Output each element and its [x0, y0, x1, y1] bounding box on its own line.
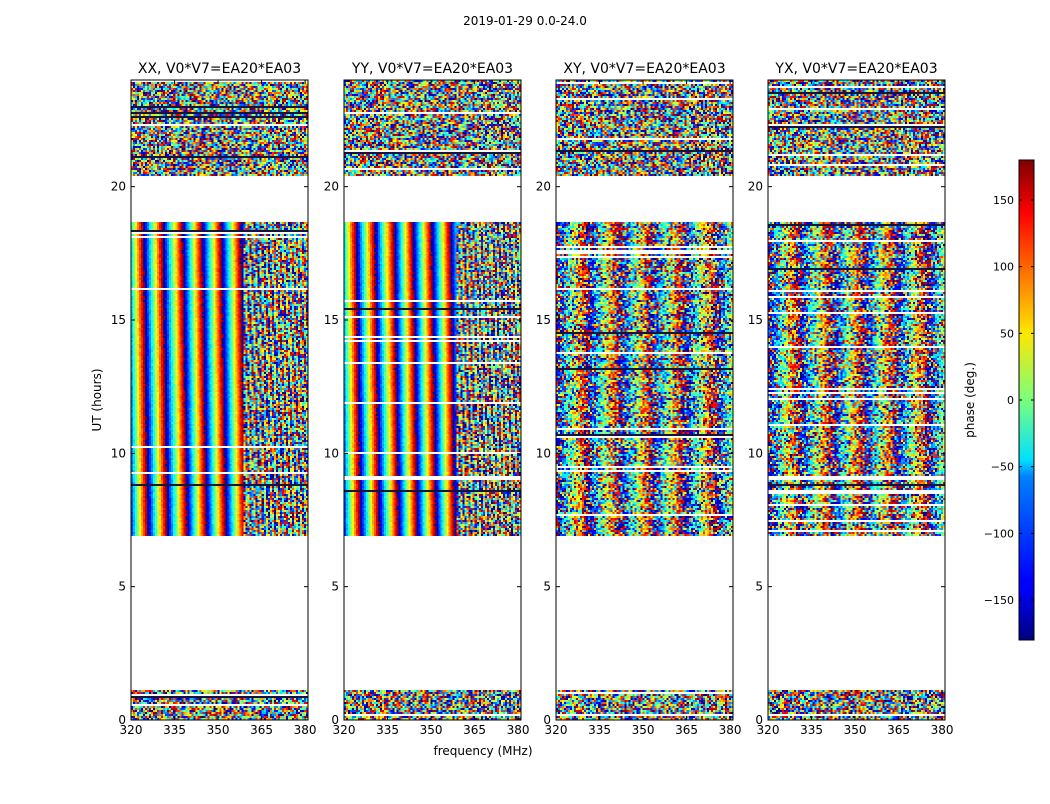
panel-title: XY, V0*V7=EA20*EA03: [563, 61, 725, 77]
panel-yy: YY, V0*V7=EA20*EA03 320 335 350 365 380 0 5 10 15…: [324, 61, 530, 737]
x-tick-label: 320: [333, 723, 356, 737]
panel-xx: XX, V0*V7=EA20*EA03 320 335 350 365 380 0 5 10 15…: [111, 61, 317, 737]
y-tick-label: 20: [324, 180, 339, 194]
panel-yx: YX, V0*V7=EA20*EA03 320 335 350 365 380 0 5 10 15…: [748, 61, 954, 737]
colorbar: −150 −100 −50 0 50 100 150 phase (deg.): [963, 159, 1035, 641]
phase-heatmap: [768, 80, 945, 720]
y-axis-label: UT (hours): [90, 368, 104, 431]
x-tick-label: 350: [207, 723, 230, 737]
colorbar-tick-label: −50: [991, 461, 1014, 474]
y-tick-label: 10: [324, 446, 339, 460]
panel-title: XX, V0*V7=EA20*EA03: [138, 61, 301, 77]
x-tick-label: 380: [931, 723, 954, 737]
y-tick-label: 5: [331, 580, 339, 594]
colorbar-tick-label: 0: [1007, 394, 1014, 407]
x-tick-label: 335: [163, 723, 186, 737]
y-tick-label: 10: [111, 446, 126, 460]
x-tick-label: 335: [588, 723, 611, 737]
colorbar-tick-label: 50: [1000, 327, 1014, 340]
axes-frame: [130, 79, 309, 721]
colorbar-tick-label: −150: [984, 594, 1014, 607]
y-tick-label: 0: [543, 713, 551, 727]
y-tick-label: 15: [536, 313, 551, 327]
y-tick-label: 15: [324, 313, 339, 327]
x-tick-label: 365: [250, 723, 273, 737]
colorbar-label: phase (deg.): [963, 362, 977, 438]
colorbar-tick-label: 150: [993, 194, 1014, 207]
y-tick-label: 10: [536, 446, 551, 460]
y-tick-label: 20: [111, 180, 126, 194]
figure-suptitle: 2019-01-29 0.0-24.0: [463, 14, 587, 28]
x-tick-label: 380: [294, 723, 317, 737]
colorbar-tick-label: 100: [993, 261, 1014, 274]
y-tick-label: 5: [543, 580, 551, 594]
phase-heatmap: [556, 80, 733, 720]
y-tick-label: 15: [111, 313, 126, 327]
x-tick-label: 335: [376, 723, 399, 737]
y-tick-label: 0: [755, 713, 763, 727]
panel-title: YY, V0*V7=EA20*EA03: [351, 61, 513, 77]
y-tick-label: 20: [536, 180, 551, 194]
y-tick-label: 15: [748, 313, 763, 327]
x-tick-label: 320: [120, 723, 143, 737]
y-tick-label: 5: [755, 580, 763, 594]
x-tick-label: 350: [844, 723, 867, 737]
y-tick-label: 20: [748, 180, 763, 194]
x-tick-label: 380: [507, 723, 530, 737]
phase-heatmap: [131, 80, 308, 720]
x-tick-label: 365: [675, 723, 698, 737]
x-tick-label: 380: [719, 723, 742, 737]
x-tick-label: 320: [757, 723, 780, 737]
x-tick-label: 350: [632, 723, 655, 737]
x-tick-label: 320: [545, 723, 568, 737]
x-tick-label: 365: [463, 723, 486, 737]
x-axis-label: frequency (MHz): [433, 744, 532, 758]
colorbar-tick-label: −100: [984, 527, 1014, 540]
axes-frame: [555, 79, 734, 721]
panel-title: YX, V0*V7=EA20*EA03: [774, 61, 937, 77]
x-tick-label: 365: [887, 723, 910, 737]
y-tick-label: 5: [118, 580, 126, 594]
phase-heatmap: [344, 80, 521, 720]
axes-frame: [767, 79, 946, 721]
y-tick-label: 0: [331, 713, 339, 727]
axes-frame: [343, 79, 522, 721]
x-tick-label: 335: [800, 723, 823, 737]
panel-xy: XY, V0*V7=EA20*EA03 320 335 350 365 380 0 5 10 15…: [536, 61, 742, 737]
y-tick-label: 10: [748, 446, 763, 460]
y-tick-label: 0: [118, 713, 126, 727]
x-tick-label: 350: [420, 723, 443, 737]
